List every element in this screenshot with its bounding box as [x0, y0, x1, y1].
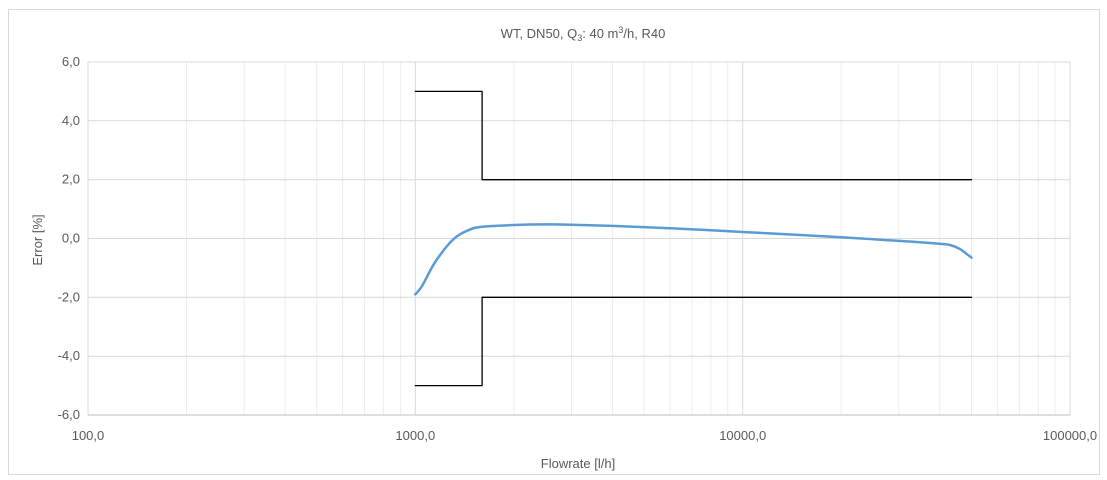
chart-title-prefix: WT, DN50, Q — [501, 26, 578, 41]
axis-layer: -6,0 -4,0 -2,0 0,0 2,0 4,0 6,0 100,0 1000,0 10000… — [58, 54, 1098, 443]
y-tick-label: -6,0 — [58, 407, 80, 422]
y-axis-label: Error [%] — [30, 214, 45, 265]
y-tick-label: 6,0 — [62, 54, 80, 69]
chart-title-suffix: /h, R40 — [623, 26, 665, 41]
error-curve-line — [415, 224, 971, 294]
y-tick-label: 4,0 — [62, 113, 80, 128]
y-tick-label: -2,0 — [58, 289, 80, 304]
lower-limit-line — [415, 297, 971, 385]
upper-limit-line — [415, 91, 971, 179]
y-tick-label: 2,0 — [62, 172, 80, 187]
y-tick-label: 0,0 — [62, 231, 80, 246]
x-tick-label: 100000,0 — [1043, 428, 1097, 443]
chart-title-mid: : 40 m — [582, 26, 618, 41]
x-tick-label: 1000,0 — [395, 428, 435, 443]
y-tick-label: -4,0 — [58, 348, 80, 363]
x-axis-label: Flowrate [l/h] — [541, 456, 615, 471]
grid-layer — [88, 62, 1070, 415]
x-tick-label: 100,0 — [72, 428, 105, 443]
chart-title: WT, DN50, Q3: 40 m3/h, R40 — [501, 25, 666, 43]
x-tick-label: 10000,0 — [719, 428, 766, 443]
